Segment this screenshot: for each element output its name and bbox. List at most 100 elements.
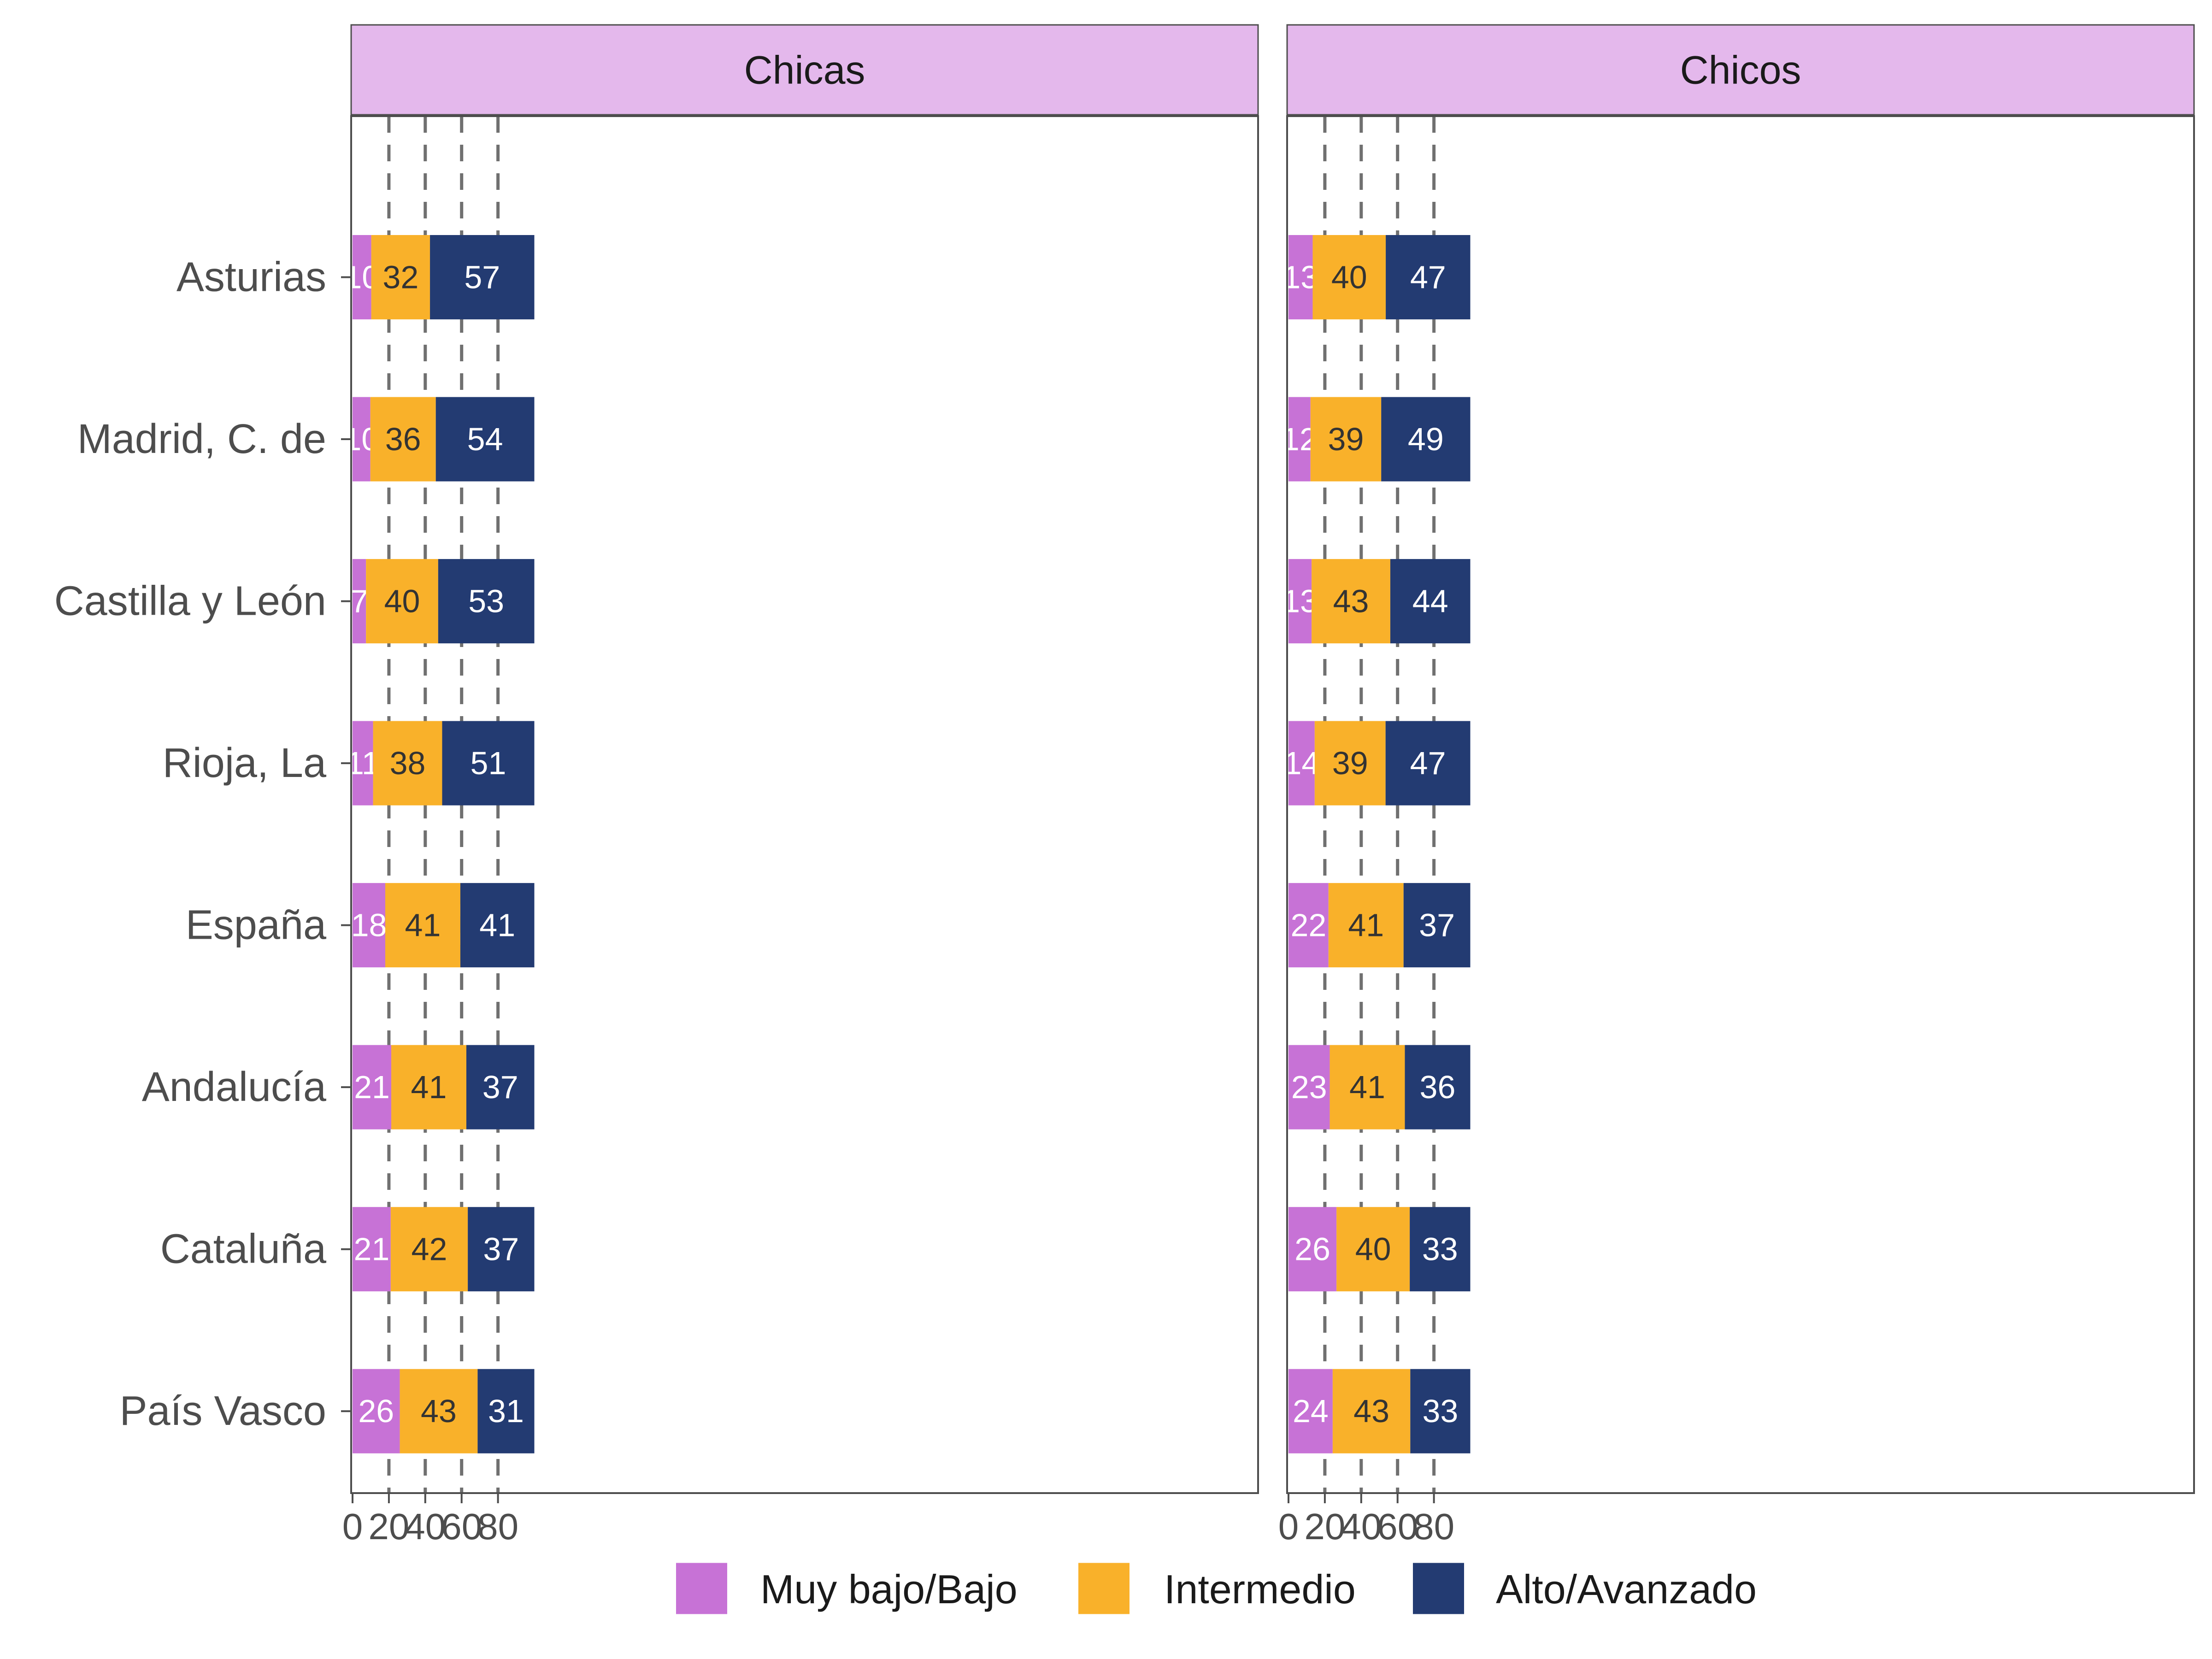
y-label-cataluna: Cataluña — [160, 1226, 327, 1272]
bar-label-chicos-castilla-y-leon-intermedio: 43 — [1333, 583, 1369, 619]
bar-chicos-asturias-muy-bajo-bajo — [1288, 235, 1313, 320]
bar-chicas-cataluna-muy-bajo-bajo — [353, 1207, 391, 1292]
bar-label-chicos-pais-vasco-intermedio: 43 — [1353, 1393, 1389, 1429]
bar-label-chicas-pais-vasco-muy-bajo-bajo: 26 — [358, 1393, 394, 1429]
legend-swatch-muy-bajo-bajo — [676, 1563, 727, 1614]
bar-chicas-madrid-c-de-alto-avanzado — [435, 397, 535, 482]
bar-label-chicas-rioja-la-intermedio: 38 — [390, 745, 426, 781]
bar-label-chicos-asturias-muy-bajo-bajo: 13 — [1282, 259, 1318, 295]
bar-label-chicas-madrid-c-de-intermedio: 36 — [385, 421, 421, 457]
y-label-espana: España — [186, 902, 327, 948]
bar-chicas-castilla-y-leon-intermedio — [366, 559, 438, 644]
legend-label-alto-avanzado: Alto/Avanzado — [1496, 1566, 1757, 1612]
bar-chicos-rioja-la-muy-bajo-bajo — [1288, 721, 1315, 806]
legend-swatch-intermedio — [1078, 1563, 1130, 1614]
bar-chicas-andalucia-intermedio — [391, 1045, 466, 1130]
legend-swatch-alto-avanzado — [1413, 1563, 1464, 1614]
bar-label-chicas-rioja-la-alto-avanzado: 51 — [471, 745, 506, 781]
bar-chicas-andalucia-alto-avanzado — [466, 1045, 535, 1130]
strip-chicas — [350, 24, 1259, 116]
bar-label-chicos-cataluna-alto-avanzado: 33 — [1422, 1231, 1458, 1267]
bar-chicos-madrid-c-de-intermedio — [1310, 397, 1382, 482]
bar-label-chicos-espana-muy-bajo-bajo: 22 — [1290, 907, 1326, 943]
bar-label-chicos-pais-vasco-alto-avanzado: 33 — [1422, 1393, 1458, 1429]
bar-label-chicas-cataluna-intermedio: 42 — [412, 1231, 447, 1267]
bar-chicos-castilla-y-leon-intermedio — [1312, 559, 1390, 644]
bar-chicas-andalucia-muy-bajo-bajo — [353, 1045, 392, 1130]
bar-chicos-pais-vasco-intermedio — [1332, 1369, 1411, 1453]
bar-chicos-andalucia-alto-avanzado — [1405, 1045, 1471, 1130]
bar-chicos-rioja-la-intermedio — [1314, 721, 1386, 806]
bar-chicas-castilla-y-leon-muy-bajo-bajo — [353, 559, 366, 644]
bar-label-chicos-andalucia-alto-avanzado: 36 — [1420, 1069, 1456, 1105]
bar-chicos-rioja-la-alto-avanzado — [1385, 721, 1471, 806]
bar-chicas-asturias-alto-avanzado — [430, 235, 535, 320]
bar-chicas-madrid-c-de-muy-bajo-bajo — [353, 397, 371, 482]
bar-label-chicos-andalucia-intermedio: 41 — [1349, 1069, 1385, 1105]
bar-chicas-rioja-la-alto-avanzado — [442, 721, 535, 806]
bar-chicos-espana-alto-avanzado — [1403, 883, 1471, 968]
bar-label-chicas-asturias-intermedio: 32 — [382, 259, 418, 295]
legend-label-muy-bajo-bajo: Muy bajo/Bajo — [760, 1566, 1018, 1612]
bar-label-chicas-cataluna-muy-bajo-bajo: 21 — [353, 1231, 389, 1267]
y-label-rioja-la: Rioja, La — [163, 740, 327, 786]
bar-label-chicas-espana-alto-avanzado: 41 — [479, 907, 515, 943]
bar-chicos-cataluna-muy-bajo-bajo — [1288, 1207, 1337, 1292]
bar-label-chicas-castilla-y-leon-alto-avanzado: 53 — [468, 583, 504, 619]
bar-chicas-pais-vasco-alto-avanzado — [477, 1369, 535, 1453]
y-label-andalucia: Andalucía — [142, 1064, 327, 1110]
bar-chicos-pais-vasco-alto-avanzado — [1410, 1369, 1471, 1453]
y-label-pais-vasco: País Vasco — [119, 1388, 326, 1434]
bar-label-chicos-espana-alto-avanzado: 37 — [1419, 907, 1455, 943]
bar-label-chicos-pais-vasco-muy-bajo-bajo: 24 — [1293, 1393, 1329, 1429]
strip-chicos — [1286, 24, 2195, 116]
bar-chicos-asturias-intermedio — [1312, 235, 1386, 320]
bar-chicas-pais-vasco-intermedio — [400, 1369, 478, 1453]
bar-label-chicas-andalucia-intermedio: 41 — [411, 1069, 447, 1105]
bar-label-chicos-asturias-alto-avanzado: 47 — [1410, 259, 1446, 295]
bar-chicas-rioja-la-intermedio — [373, 721, 442, 806]
x-tick-label-chicos-20: 20 — [1304, 1506, 1345, 1547]
bar-label-chicos-andalucia-muy-bajo-bajo: 23 — [1291, 1069, 1327, 1105]
bar-label-chicos-rioja-la-alto-avanzado: 47 — [1410, 745, 1446, 781]
bar-chicas-cataluna-alto-avanzado — [468, 1207, 535, 1292]
bar-label-chicos-rioja-la-muy-bajo-bajo: 14 — [1283, 745, 1319, 781]
bar-chicos-espana-muy-bajo-bajo — [1288, 883, 1329, 968]
x-tick-label-chicas-80: 80 — [477, 1506, 518, 1547]
bar-chicas-madrid-c-de-intermedio — [370, 397, 436, 482]
bar-chicas-asturias-muy-bajo-bajo — [353, 235, 371, 320]
bar-chicas-cataluna-intermedio — [390, 1207, 468, 1292]
panel-border-chicas — [350, 115, 1259, 1494]
bar-label-chicos-asturias-intermedio: 40 — [1331, 259, 1367, 295]
strip-title-chicos: Chicos — [1680, 48, 1801, 93]
x-tick-label-chicas-60: 60 — [441, 1506, 482, 1547]
bar-chicos-cataluna-alto-avanzado — [1410, 1207, 1471, 1292]
x-tick-label-chicas-0: 0 — [342, 1506, 363, 1547]
bar-chicas-castilla-y-leon-alto-avanzado — [438, 559, 535, 644]
bar-label-chicas-espana-muy-bajo-bajo: 18 — [351, 907, 387, 943]
bar-label-chicas-cataluna-alto-avanzado: 37 — [483, 1231, 519, 1267]
bar-label-chicas-madrid-c-de-alto-avanzado: 54 — [467, 421, 503, 457]
bar-label-chicos-rioja-la-intermedio: 39 — [1332, 745, 1368, 781]
bar-label-chicos-espana-intermedio: 41 — [1348, 907, 1384, 943]
bar-label-chicos-madrid-c-de-alto-avanzado: 49 — [1408, 421, 1444, 457]
bar-label-chicos-castilla-y-leon-alto-avanzado: 44 — [1412, 583, 1448, 619]
legend-label-intermedio: Intermedio — [1164, 1566, 1356, 1612]
y-label-madrid-c-de: Madrid, C. de — [77, 416, 326, 462]
bar-label-chicas-castilla-y-leon-muy-bajo-bajo: 7 — [350, 583, 368, 619]
bar-chicas-rioja-la-muy-bajo-bajo — [353, 721, 373, 806]
panel-border-chicos — [1286, 115, 2195, 1494]
bar-chicos-cataluna-intermedio — [1336, 1207, 1410, 1292]
x-tick-label-chicas-40: 40 — [405, 1506, 446, 1547]
bar-label-chicas-castilla-y-leon-intermedio: 40 — [384, 583, 420, 619]
bar-label-chicas-asturias-alto-avanzado: 57 — [464, 259, 500, 295]
bar-chicos-castilla-y-leon-muy-bajo-bajo — [1288, 559, 1312, 644]
y-label-asturias: Asturias — [176, 254, 326, 300]
bar-label-chicas-espana-intermedio: 41 — [405, 907, 441, 943]
bar-chicas-espana-alto-avanzado — [460, 883, 535, 968]
bar-label-chicas-pais-vasco-intermedio: 43 — [421, 1393, 457, 1429]
bar-chicas-asturias-intermedio — [371, 235, 430, 320]
bar-chicas-pais-vasco-muy-bajo-bajo — [353, 1369, 400, 1453]
strip-title-chicas: Chicas — [744, 48, 865, 93]
bar-chicos-asturias-alto-avanzado — [1386, 235, 1471, 320]
